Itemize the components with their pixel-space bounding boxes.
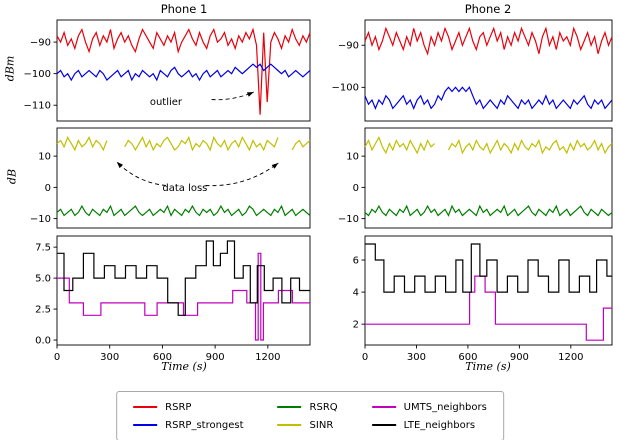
annotation-outlier: outlier — [150, 97, 183, 108]
series-rsrp — [364, 26, 613, 56]
y-tick-label: −100 — [24, 69, 51, 80]
panel-title-phone1: Phone 1 — [160, 2, 208, 16]
legend-swatch — [277, 406, 302, 408]
series-rsrp-strongest — [56, 63, 311, 82]
y-tick-label: −100 — [332, 83, 359, 94]
legend-item-rsrq: RSRQ — [277, 401, 338, 413]
x-tick-label: 0 — [54, 352, 60, 363]
legend-label: UMTS_neighbors — [403, 401, 487, 413]
legend-label: RSRQ — [309, 401, 338, 413]
series-rsrq — [364, 204, 613, 217]
x-tick-label: 600 — [153, 352, 172, 363]
legend-item-umts-neighbors: UMTS_neighbors — [371, 401, 487, 413]
annotation-arrowhead — [116, 161, 123, 169]
y-tick-label: 4 — [353, 288, 359, 299]
x-axis-label-phone2: Time (s) — [465, 360, 511, 373]
legend-swatch — [277, 424, 302, 426]
axes-frame — [364, 235, 613, 346]
x-tick-label: 300 — [407, 352, 426, 363]
annotation-arrowhead — [271, 163, 279, 169]
x-tick-label: 300 — [100, 352, 119, 363]
panel-title-phone2: Phone 2 — [464, 2, 512, 16]
series-lte-neighbors — [57, 240, 310, 316]
legend-label: SINR — [309, 419, 334, 431]
legend-swatch — [133, 406, 158, 408]
y-tick-label: 5.0 — [35, 274, 51, 285]
x-tick-label: 600 — [458, 352, 477, 363]
panel-phone2-signal: −90 −100 — [332, 19, 613, 122]
panel-phone2-quality: 10 0 −10 — [338, 127, 613, 229]
y-tick-label: 0 — [45, 183, 51, 194]
x-tick-label: 900 — [510, 352, 529, 363]
series-sinr — [56, 135, 311, 152]
legend-swatch — [371, 406, 396, 408]
panel-phone1-neighbors: 0.0 2.5 5.0 7.5 0 300 600 900 1200 — [35, 235, 311, 363]
legend-swatch — [371, 424, 396, 426]
axes-frame — [364, 19, 613, 122]
y-tick-label: −10 — [338, 214, 359, 225]
series-sinr — [364, 135, 613, 155]
legend-swatch — [133, 424, 158, 426]
x-tick-label: 1200 — [558, 352, 583, 363]
y-tick-label: −10 — [30, 214, 51, 225]
y-tick-label: 7.5 — [35, 243, 51, 254]
series-lte-neighbors — [365, 243, 612, 293]
series-umts-neighbors — [57, 252, 310, 341]
y-tick-label: 10 — [38, 152, 51, 163]
panel-phone1-quality: 10 0 −10 data loss — [30, 127, 311, 229]
y-tick-label: 2 — [353, 320, 359, 331]
annotation-arrow — [211, 91, 254, 101]
legend-label: RSRP_strongest — [165, 419, 244, 431]
legend-item-rsrp: RSRP — [133, 402, 243, 413]
x-tick-label: 900 — [206, 352, 225, 363]
x-tick-label: 1200 — [255, 352, 280, 363]
legend-item-sinr: SINR — [277, 419, 338, 431]
legend: RSRP RSRP_strongest RSRQ SINR UMTS_neighbors… — [116, 391, 504, 440]
x-tick-label: 0 — [362, 352, 368, 363]
y-tick-label: 6 — [353, 255, 359, 266]
y-tick-label: 0 — [353, 183, 359, 194]
legend-label: RSRP — [165, 401, 192, 413]
legend-item-rsrp-strongest: RSRP_strongest — [133, 419, 244, 431]
y-tick-label: 2.5 — [35, 304, 51, 315]
y-tick-label: 0.0 — [35, 335, 51, 346]
legend-label: LTE_neighbors — [403, 419, 476, 431]
panel-phone2-neighbors: 2 4 6 0 300 600 900 1200 — [353, 235, 613, 363]
legend-item-lte-neighbors: LTE_neighbors — [371, 419, 487, 431]
y-axis-label-db: dB — [5, 168, 19, 185]
series-rsrp — [56, 27, 311, 115]
y-tick-label: −90 — [30, 37, 51, 48]
y-axis-label-dbm: dBm — [3, 55, 17, 82]
annotation-data-loss: data loss — [162, 183, 207, 194]
annotation-arrowhead — [246, 91, 254, 97]
panel-phone1-signal: −90 −100 −110 outlier — [24, 19, 311, 122]
y-tick-label: −110 — [24, 101, 51, 112]
annotation-arrow — [205, 162, 279, 187]
series-rsrq — [56, 204, 311, 217]
x-axis-label-phone1: Time (s) — [161, 360, 207, 373]
y-tick-label: 10 — [346, 152, 359, 163]
series-rsrp-strongest — [364, 86, 613, 110]
y-tick-label: −90 — [338, 41, 359, 52]
